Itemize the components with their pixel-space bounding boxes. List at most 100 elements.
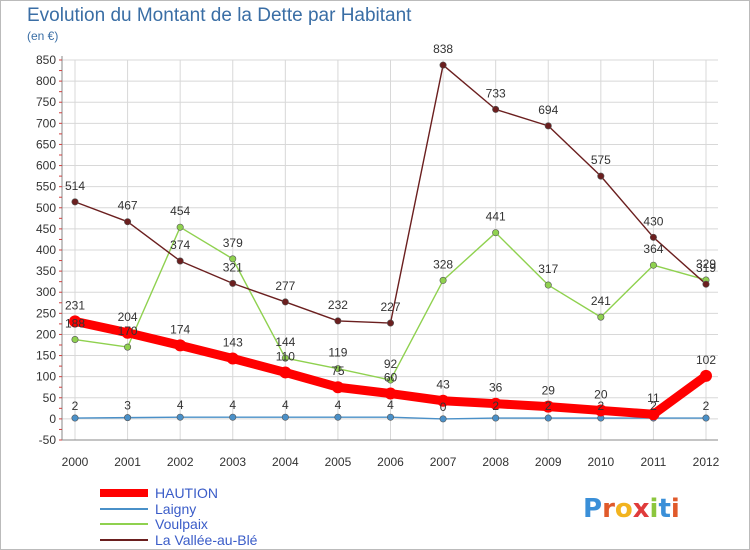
data-point-0	[437, 394, 450, 407]
data-point-3	[597, 172, 605, 180]
data-label-2: 364	[643, 242, 663, 256]
data-point-0	[647, 408, 660, 421]
data-label-2: 441	[486, 210, 506, 224]
data-label-2: 92	[384, 357, 398, 371]
data-label-0: 110	[276, 349, 295, 363]
data-point-0	[69, 315, 81, 328]
y-tick-label: 450	[36, 222, 56, 236]
data-label-1: 4	[387, 398, 394, 412]
y-tick-label: 600	[36, 159, 56, 173]
data-label-0: 60	[384, 371, 398, 385]
data-point-3	[334, 317, 342, 325]
data-point-1	[439, 415, 447, 423]
logo-text: Proxiti	[583, 494, 680, 524]
data-label-0: 20	[594, 387, 608, 401]
data-label-3: 430	[643, 214, 663, 228]
data-point-3	[124, 218, 132, 226]
chart-subtitle: (en €)	[27, 29, 58, 43]
x-tick-label: 2007	[430, 455, 457, 469]
data-point-3	[71, 198, 79, 206]
data-label-1: 2	[703, 399, 710, 413]
data-point-2	[439, 276, 447, 284]
y-tick-label: 300	[36, 285, 56, 299]
data-label-3: 227	[380, 300, 400, 314]
data-label-2: 144	[275, 335, 295, 349]
data-point-1	[386, 413, 394, 421]
data-point-2	[229, 255, 237, 263]
data-label-0: 43	[436, 378, 450, 392]
axes: -500501001502002503003504004505005506006…	[36, 53, 720, 469]
data-point-2	[544, 281, 552, 289]
data-point-0	[489, 397, 502, 410]
data-label-3: 321	[223, 260, 243, 274]
data-label-3: 694	[538, 103, 558, 117]
data-point-2	[124, 343, 132, 351]
data-point-0	[279, 366, 292, 379]
data-label-3: 319	[696, 261, 716, 275]
x-tick-label: 2006	[377, 455, 404, 469]
data-point-2	[597, 313, 605, 321]
x-tick-label: 2005	[325, 455, 352, 469]
data-label-2: 379	[223, 236, 243, 250]
x-tick-label: 2004	[272, 455, 299, 469]
data-label-1: 2	[650, 399, 657, 413]
data-label-3: 374	[170, 238, 190, 252]
data-point-1	[544, 414, 552, 422]
data-label-1: 2	[72, 399, 79, 413]
data-point-1	[281, 413, 289, 421]
data-label-2: 170	[118, 324, 138, 338]
data-point-1	[176, 413, 184, 421]
data-labels: 231 204 174 143 110 75 60 43 36 29 20 11 102 2 3 4 4 4 4 4 0…	[65, 42, 716, 414]
data-point-0	[226, 352, 239, 365]
data-label-1: 3	[124, 399, 131, 413]
data-label-0: 75	[331, 364, 345, 378]
data-label-0: 36	[489, 381, 503, 395]
data-point-0	[542, 400, 555, 413]
data-point-1	[71, 414, 79, 422]
data-label-0: 11	[647, 391, 660, 405]
data-label-0: 231	[65, 298, 85, 312]
data-label-3: 467	[118, 199, 138, 213]
data-label-2: 188	[65, 317, 85, 331]
y-tick-label: 550	[36, 180, 56, 194]
y-tick-label: 800	[36, 74, 56, 88]
data-label-3: 514	[65, 179, 85, 193]
data-label-1: 2	[597, 399, 604, 413]
series-points	[69, 61, 712, 423]
y-tick-label: 250	[36, 306, 56, 320]
y-tick-label: 200	[36, 327, 56, 341]
x-tick-label: 2009	[535, 455, 562, 469]
data-label-0: 29	[542, 384, 556, 398]
data-label-2: 328	[433, 257, 453, 271]
data-point-2	[649, 261, 657, 269]
x-tick-label: 2011	[641, 455, 667, 469]
x-tick-label: 2008	[482, 455, 509, 469]
data-label-0: 143	[223, 336, 243, 350]
data-label-3: 838	[433, 42, 453, 56]
data-label-0: 102	[696, 353, 716, 367]
legend-label-laigny: Laigny	[155, 501, 196, 517]
data-point-2	[386, 376, 394, 384]
x-tick-label: 2001	[114, 455, 141, 469]
data-label-3: 232	[328, 298, 348, 312]
x-tick-label: 2012	[693, 455, 720, 469]
data-point-2	[71, 336, 79, 344]
data-point-3	[281, 298, 289, 306]
data-point-0	[384, 387, 397, 400]
data-point-0	[700, 369, 712, 382]
y-tick-label: 50	[43, 391, 57, 405]
y-tick-label: -50	[39, 433, 57, 447]
y-tick-label: 400	[36, 243, 56, 257]
data-label-2: 241	[591, 294, 611, 308]
data-point-3	[544, 122, 552, 130]
data-point-3	[176, 257, 184, 265]
data-label-3: 575	[591, 153, 611, 167]
data-label-3: 277	[275, 279, 295, 293]
data-point-2	[492, 229, 500, 237]
legend-label-voulpaix: Voulpaix	[155, 516, 208, 532]
data-label-2: 454	[170, 204, 190, 218]
data-label-0: 204	[118, 310, 138, 324]
data-point-1	[492, 414, 500, 422]
data-point-0	[594, 404, 607, 417]
